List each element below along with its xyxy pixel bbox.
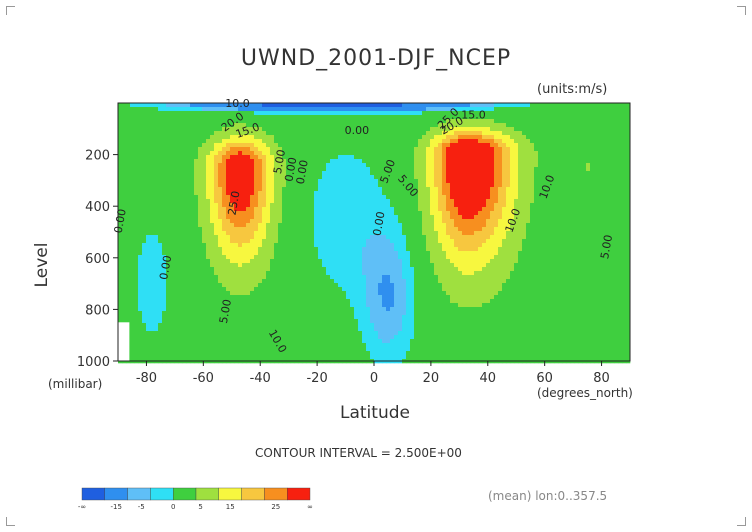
crop-mark-bottom-left xyxy=(6,517,15,526)
colorbar-swatch xyxy=(127,487,151,501)
colorbar-swatch xyxy=(264,487,288,501)
x-tick-label: -80 xyxy=(136,371,157,386)
contour-label: 15.0 xyxy=(461,108,486,121)
contour-label: 5.00 xyxy=(271,149,288,175)
contour-label: 0.00 xyxy=(371,210,388,236)
x-tick-label: -40 xyxy=(250,371,271,386)
contour-label: 0.00 xyxy=(157,254,174,280)
colorbar-swatch xyxy=(104,487,128,501)
colorbar-swatch xyxy=(218,487,242,501)
colorbar-label: 0 xyxy=(171,503,175,511)
colorbar-label: 15 xyxy=(226,503,235,511)
contour-label: 10.0 xyxy=(225,97,250,110)
colorbar-swatch xyxy=(195,487,219,501)
colorbar-swatch xyxy=(287,487,311,501)
contour-interval: CONTOUR INTERVAL = 2.500E+00 xyxy=(255,446,462,460)
contour-label: 0.00 xyxy=(282,156,299,182)
y-tick-label: 800 xyxy=(85,303,110,318)
y-tick-label: 200 xyxy=(85,149,110,164)
colorbar-label: -5 xyxy=(138,503,145,511)
x-tick-label: 60 xyxy=(536,371,553,386)
x-tick-label: -20 xyxy=(306,371,327,386)
contour-label: 0.00 xyxy=(294,159,311,185)
colorbar-swatch xyxy=(81,487,105,501)
contour-label: 0.00 xyxy=(112,208,129,234)
colorbar-swatch xyxy=(241,487,265,501)
y-tick-label: 400 xyxy=(85,200,110,215)
x-tick-label: 20 xyxy=(423,371,440,386)
units-label: (units:m/s) xyxy=(537,82,608,97)
colorbar-label: 5 xyxy=(198,503,202,511)
colorbar-label: ∞ xyxy=(307,503,313,511)
crop-mark-top-left xyxy=(6,6,15,15)
contour-label: 5.00 xyxy=(598,234,615,260)
colorbar-label: 25 xyxy=(271,503,280,511)
contour-label: 0.00 xyxy=(345,124,370,137)
y-tick-label: 600 xyxy=(85,252,110,267)
colorbar-label: -∞ xyxy=(78,503,86,511)
x-axis-units: (degrees_north) xyxy=(537,386,633,400)
x-axis-label: Latitude xyxy=(340,403,410,423)
y-axis-units: (millibar) xyxy=(48,377,103,391)
colorbar-label: -15 xyxy=(110,503,121,511)
footer-mean-lon: (mean) lon:0..357.5 xyxy=(488,489,608,503)
x-tick-label: 80 xyxy=(593,371,610,386)
x-tick-label: 40 xyxy=(480,371,497,386)
contour-field xyxy=(118,103,631,364)
contour-label: 25.0 xyxy=(225,190,242,216)
crop-mark-top-right xyxy=(737,6,746,15)
y-tick-label: 1000 xyxy=(77,355,110,370)
chart-title: UWND_2001-DJF_NCEP xyxy=(240,46,512,71)
x-tick-label: -60 xyxy=(193,371,214,386)
missing-data-patch xyxy=(118,322,130,361)
x-tick-label: 0 xyxy=(370,371,378,386)
crop-mark-bottom-right xyxy=(737,517,746,526)
colorbar-swatch xyxy=(172,487,197,501)
colorbar-swatch xyxy=(150,487,174,501)
contour-label: 5.00 xyxy=(217,298,234,324)
